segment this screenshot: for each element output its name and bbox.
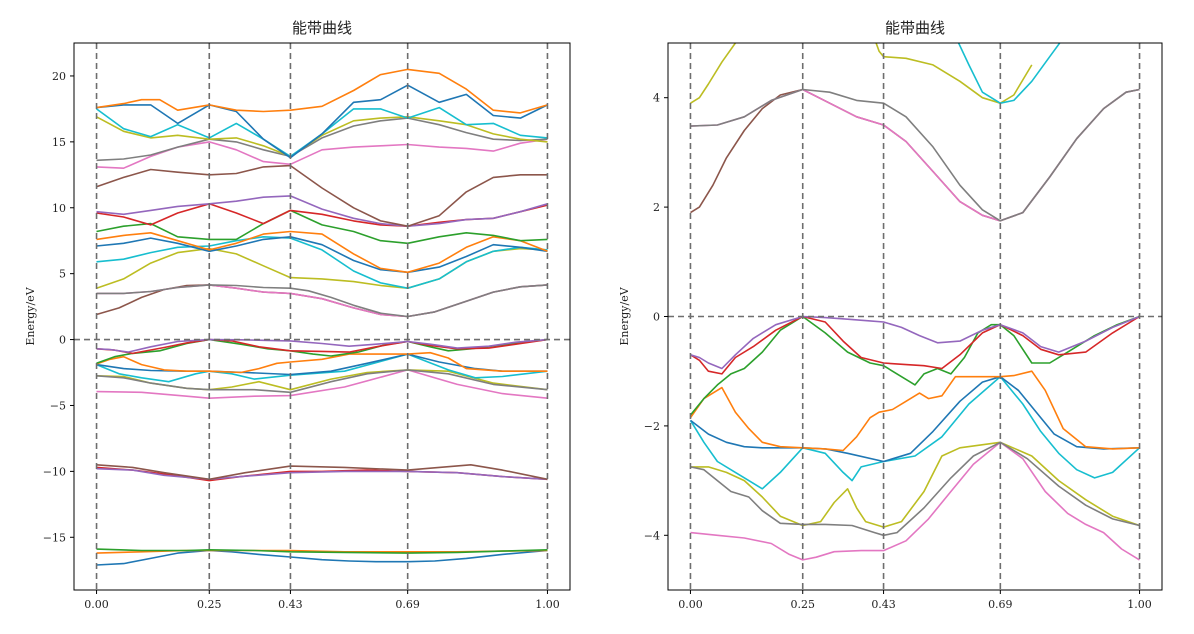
band-line-30	[96, 84, 548, 159]
series-group	[96, 68, 548, 566]
band-line-17	[96, 284, 548, 318]
x-tick-label: 0.25	[790, 598, 815, 611]
x-tick-label: 1.00	[535, 598, 560, 611]
band-line-3	[689, 375, 1141, 490]
y-tick-label: 10	[52, 202, 66, 215]
band-line-4	[96, 467, 548, 481]
band-line-8	[690, 315, 1140, 370]
band-line-5	[689, 370, 1140, 452]
band-line-28	[96, 116, 548, 158]
band-line-25	[96, 164, 548, 227]
x-tick-label: 0.69	[988, 598, 1013, 611]
band-line-10	[96, 353, 548, 376]
left-chart-panel: 能带曲线 Energy/eV 0.00 0.25 0.43 0.69 1.00 −15 −10 −…	[24, 19, 571, 611]
band-line-0	[96, 549, 548, 566]
band-line-11	[690, 88, 1140, 222]
x-tick-label: 1.00	[1127, 598, 1152, 611]
y-tick-label: 15	[52, 136, 66, 149]
band-line-12	[690, 43, 737, 104]
band-line-27	[96, 117, 548, 162]
x-tick-label: 0.25	[197, 598, 222, 611]
right-chart-panel: 能带曲线 Energy/eV 0.00 0.25 0.43 0.69 1.00 −4 −2 0 2 4	[618, 19, 1163, 611]
band-line-21	[96, 230, 548, 274]
band-line-14	[957, 43, 1061, 104]
band-line-19	[96, 236, 548, 289]
band-line-2	[690, 441, 1140, 537]
band-line-1	[690, 441, 1140, 528]
y-tick-label: 2	[653, 201, 660, 214]
x-tick-label: 0.00	[678, 598, 703, 611]
y-tick-label: 0	[653, 311, 660, 324]
y-axis-label: Energy/eV	[618, 286, 631, 345]
band-line-4	[690, 375, 1140, 463]
band-line-2	[96, 548, 548, 554]
chart-title: 能带曲线	[292, 19, 352, 37]
y-axis-label: Energy/eV	[24, 286, 37, 345]
y-tick-label: −15	[43, 531, 66, 544]
band-line-11	[96, 351, 548, 374]
x-tick-label: 0.43	[871, 598, 896, 611]
band-line-13	[96, 338, 548, 355]
y-tick-label: −10	[43, 465, 66, 478]
x-tick-label: 0.43	[278, 598, 303, 611]
band-line-0	[690, 441, 1140, 561]
band-line-9	[96, 353, 548, 383]
x-tick-label: 0.00	[84, 598, 109, 611]
band-line-26	[96, 138, 548, 169]
band-line-12	[96, 338, 548, 365]
y-tick-label: 5	[59, 268, 66, 281]
chart-title: 能带曲线	[885, 19, 945, 37]
band-line-20	[96, 236, 548, 274]
y-tick-label: 4	[653, 92, 660, 105]
band-line-31	[96, 68, 548, 114]
series-group	[689, 43, 1141, 561]
y-tick-label: 20	[52, 70, 66, 83]
band-line-13	[875, 43, 1033, 104]
band-line-14	[96, 338, 548, 353]
band-line-22	[96, 209, 548, 245]
band-line-6	[689, 315, 1140, 416]
band-line-8	[96, 369, 548, 394]
y-tick-label: −2	[644, 420, 660, 433]
plot-frame	[73, 42, 571, 591]
y-tick-label: 0	[59, 334, 66, 347]
band-line-23	[96, 203, 548, 227]
band-line-18	[96, 247, 548, 289]
x-tick-label: 0.69	[395, 598, 420, 611]
y-tick-label: −5	[50, 399, 66, 412]
band-line-5	[96, 464, 548, 481]
y-tick-label: −4	[644, 529, 660, 542]
band-line-24	[96, 195, 548, 227]
band-line-7	[690, 315, 1140, 375]
